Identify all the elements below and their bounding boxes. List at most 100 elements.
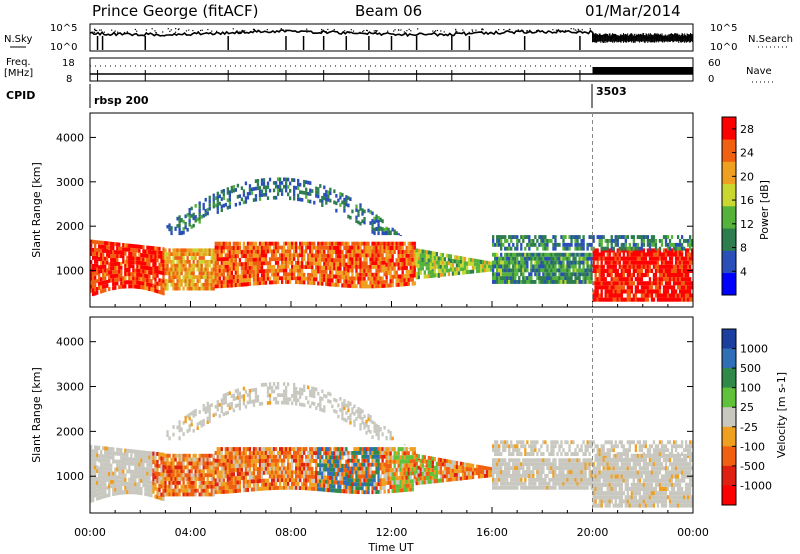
power-cell [94,287,97,292]
power-cell [652,277,656,282]
velocity-cell [216,490,219,494]
power-cell [636,281,640,286]
velocity-cell [216,466,219,471]
power-cell [415,263,418,268]
power-cell [506,260,509,265]
power-cell [220,257,223,262]
power-cell [433,264,437,269]
power-cell [351,280,354,285]
power-cell [375,214,378,219]
power-cell [305,241,308,246]
power-cell [650,256,654,261]
power-cell [682,277,686,282]
power-cell [532,264,535,269]
power-cell [612,293,615,298]
power-cell [544,272,547,277]
velocity-cell [100,491,103,496]
power-cell [333,200,336,205]
velocity-cell [148,476,151,481]
power-cell [387,266,390,271]
power-cell [347,264,350,269]
power-cell [152,275,155,280]
velocity-cell [178,461,181,466]
power-cell [339,279,342,284]
power-cell [341,258,344,263]
power-cell [305,195,308,199]
power-cell [439,256,443,261]
power-cell [234,270,238,275]
power-cell [676,297,680,302]
power-cell [600,242,603,247]
power-cell [369,210,372,214]
power-cell [359,249,362,254]
velocity-cell [130,453,133,458]
power-cell [670,277,674,282]
velocity-cell [280,466,284,471]
velocity-cell [94,465,97,470]
power-cell [208,199,211,204]
power-cell [164,263,167,268]
power-cell [473,266,477,270]
power-cell [194,263,197,268]
power-cell [548,256,551,261]
power-cell [339,245,342,250]
power-cell [272,195,276,200]
power-cell [686,281,690,286]
noise-search-dot [175,28,177,30]
power-cell [584,272,587,277]
velocity-cell [208,465,211,470]
power-cell [134,272,137,277]
velocity-cell [134,474,137,479]
velocity-cell [152,481,155,486]
power-cell [174,226,177,231]
noise-search-dot [376,30,378,32]
power-cell [558,252,561,257]
power-cell [272,272,276,277]
velocity-cell [142,458,145,463]
power-cell [674,277,678,282]
velocity-cell [186,457,189,462]
power-cell [538,280,541,284]
power-cell [116,281,119,286]
power-cell [208,248,211,253]
power-cell [377,276,380,281]
noise-search-dot [333,28,335,31]
power-cell [248,273,252,278]
power-cell [516,252,519,257]
power-cell [351,276,354,281]
power-cell [254,281,258,286]
power-cell [234,250,238,255]
velocity-cell [260,451,264,455]
power-cell [276,264,280,269]
power-cell [230,245,234,251]
velocity-cell [262,486,266,491]
velocity-cell [156,467,159,472]
power-cell [234,274,238,279]
power-cell [538,276,541,280]
velocity-cell [238,459,242,464]
power-cell [596,285,599,290]
power-cell [218,280,221,285]
power-cell [325,261,328,266]
power-cell [654,277,658,282]
power-cell [604,297,607,302]
power-cell [554,264,557,269]
power-cell [286,241,290,246]
velocity-cell [188,473,191,478]
power-cell [540,252,543,257]
power-cell [355,253,358,258]
noise-search-dot [434,31,436,33]
power-cell [373,227,376,232]
power-cell [120,273,123,278]
power-cell [234,258,238,263]
power-cell [212,252,215,256]
power-cell [276,280,280,284]
power-cell [676,281,680,286]
power-cell [544,252,547,257]
power-cell [128,268,131,273]
power-cell [391,227,394,232]
power-cell [325,257,328,262]
velocity-cell [180,473,183,478]
power-cell [423,253,426,258]
